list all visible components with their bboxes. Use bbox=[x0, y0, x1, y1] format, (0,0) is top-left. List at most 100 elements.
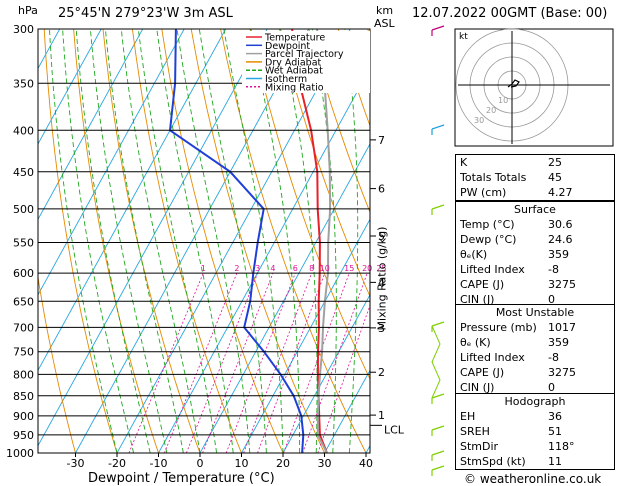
mixing-ratio-line bbox=[257, 272, 326, 453]
legend-label: Isotherm bbox=[265, 74, 307, 85]
x-axis-label: Dewpoint / Temperature (°C) bbox=[88, 471, 275, 486]
x-tick-label: -20 bbox=[108, 457, 126, 470]
index-row: PW (cm) 4.27 bbox=[460, 186, 573, 199]
x-tick-label: 20 bbox=[276, 457, 290, 470]
x-tick-label: 10 bbox=[235, 457, 249, 470]
surface-row: Dewp (°C) 24.6 bbox=[460, 233, 573, 246]
mu-row: θₑ (K) 359 bbox=[460, 336, 569, 349]
pressure-tick-label: 800 bbox=[13, 368, 34, 381]
pressure-tick-label: 1000 bbox=[6, 447, 34, 460]
pressure-tick-label: 450 bbox=[13, 166, 34, 179]
km-tick-label: 5 bbox=[378, 230, 385, 243]
wind-barb-flag bbox=[431, 465, 445, 471]
wind-barb-flag bbox=[431, 393, 445, 399]
datetime-title: 12.07.2022 00GMT (Base: 00) bbox=[412, 6, 608, 21]
mixing-ratio-label: 3 bbox=[255, 264, 260, 273]
mu-row: Pressure (mb) 1017 bbox=[460, 321, 576, 334]
hodograph-stats-title: Hodograph bbox=[504, 395, 566, 408]
wet-adiabat-line bbox=[156, 29, 234, 453]
hpa-label: hPa bbox=[18, 4, 38, 17]
asl-label: ASL bbox=[374, 17, 395, 30]
isotherm-line bbox=[324, 369, 370, 453]
x-tick-label: 30 bbox=[318, 457, 332, 470]
mixing-ratio-label: 25 bbox=[376, 264, 386, 273]
isotherm-line bbox=[38, 29, 268, 447]
most-unstable-title: Most Unstable bbox=[495, 306, 575, 319]
legend-label: Wet Adiabat bbox=[265, 66, 323, 77]
mixing-ratio-line bbox=[164, 272, 238, 453]
footer-copyright: © weatheronline.co.uk bbox=[464, 472, 602, 486]
pressure-tick-label: 600 bbox=[13, 267, 34, 280]
km-tick-label: 1 bbox=[378, 409, 385, 422]
surface-row: CIN (J) 0 bbox=[460, 293, 555, 306]
x-tick-label: 0 bbox=[197, 457, 204, 470]
wind-barb-flag bbox=[431, 25, 445, 31]
mixing-ratio-line bbox=[225, 272, 296, 453]
pressure-tick-label: 550 bbox=[13, 236, 34, 249]
isotherm-line bbox=[38, 29, 144, 221]
legend-label: Dry Adiabat bbox=[265, 57, 322, 68]
mixing-ratio-label: 8 bbox=[309, 264, 314, 273]
wind-barb-flag bbox=[431, 450, 445, 456]
wind-barb-flag bbox=[431, 321, 445, 327]
legend-label: Parcel Trajectory bbox=[265, 49, 344, 60]
pressure-tick-label: 700 bbox=[13, 321, 34, 334]
wind-trace bbox=[431, 325, 441, 399]
hodograph-unit-label: kt bbox=[459, 32, 468, 42]
mixing-ratio-label: 6 bbox=[293, 264, 298, 273]
pressure-tick-label: 300 bbox=[13, 23, 34, 36]
km-tick-label: 3 bbox=[378, 322, 385, 335]
wind-barb-flag bbox=[431, 425, 445, 431]
x-tick-label: -10 bbox=[150, 457, 168, 470]
mixing-ratio-line bbox=[128, 272, 204, 453]
dry-adiabat-line bbox=[73, 29, 159, 453]
pressure-tick-label: 900 bbox=[13, 410, 34, 423]
mixing-ratio-label: 15 bbox=[344, 264, 354, 273]
wet-adiabat-line bbox=[137, 29, 218, 453]
mixing-ratio-label: 20 bbox=[362, 264, 372, 273]
isotherm-line bbox=[75, 29, 310, 453]
hodograph-ring-label: 10 bbox=[498, 96, 508, 105]
legend-label: Dewpoint bbox=[265, 41, 310, 52]
surface-row: θₑ(K) 359 bbox=[460, 248, 569, 261]
indices-table: K 25 Totals Totals 45 PW (cm) 4.27 bbox=[455, 154, 615, 201]
plot-area bbox=[38, 29, 370, 453]
hodograph-trace bbox=[507, 79, 520, 88]
mu-row: CAPE (J) 3275 bbox=[460, 366, 576, 379]
pressure-tick-label: 350 bbox=[13, 77, 34, 90]
wet-adiabat-line bbox=[62, 29, 135, 453]
wet-adiabat-line bbox=[120, 29, 201, 453]
legend-box bbox=[242, 31, 370, 93]
x-tick-label: 40 bbox=[359, 457, 373, 470]
pressure-tick-label: 400 bbox=[13, 124, 34, 137]
mixing-ratio-label: 10 bbox=[320, 264, 330, 273]
mu-row: Lifted Index -8 bbox=[460, 351, 559, 364]
mixing-ratio-label: 4 bbox=[270, 264, 275, 273]
hodograph-ring-label: 30 bbox=[474, 116, 484, 125]
mixing-ratio-line bbox=[317, 304, 370, 453]
isotherm-line bbox=[116, 29, 351, 453]
location-title: 25°45'N 279°23'W 3m ASL bbox=[58, 6, 233, 21]
wind-barb-flag bbox=[431, 124, 445, 130]
mixing-ratio-label: 1 bbox=[201, 264, 206, 273]
isotherm-line bbox=[38, 29, 227, 372]
mixing-ratio-line bbox=[202, 272, 274, 453]
wind-barbs bbox=[431, 25, 445, 476]
wet-adiabat-line bbox=[280, 29, 318, 453]
isotherm-line bbox=[38, 29, 102, 145]
mu-row: CIN (J) 0 bbox=[460, 381, 555, 394]
hodograph-stats-section: Hodograph EH 36 SREH 51 StmDir 118° StmSpd … bbox=[455, 393, 615, 470]
hodo-row: StmSpd (kt) 11 bbox=[460, 455, 562, 468]
dry-adiabat-line bbox=[308, 29, 370, 214]
wind-barb-flag bbox=[431, 204, 445, 210]
dry-adiabat-line bbox=[43, 29, 118, 453]
hodograph-frame bbox=[454, 28, 614, 147]
isotherm-line bbox=[199, 142, 370, 453]
hodograph bbox=[454, 28, 614, 147]
surface-title: Surface bbox=[514, 203, 556, 216]
wet-adiabat-line bbox=[344, 29, 359, 453]
mixing-ratio-line bbox=[185, 272, 259, 453]
pressure-tick-label: 750 bbox=[13, 346, 34, 359]
most-unstable-section: Most Unstable Pressure (mb) 1017 θₑ (K) 35… bbox=[455, 304, 615, 396]
